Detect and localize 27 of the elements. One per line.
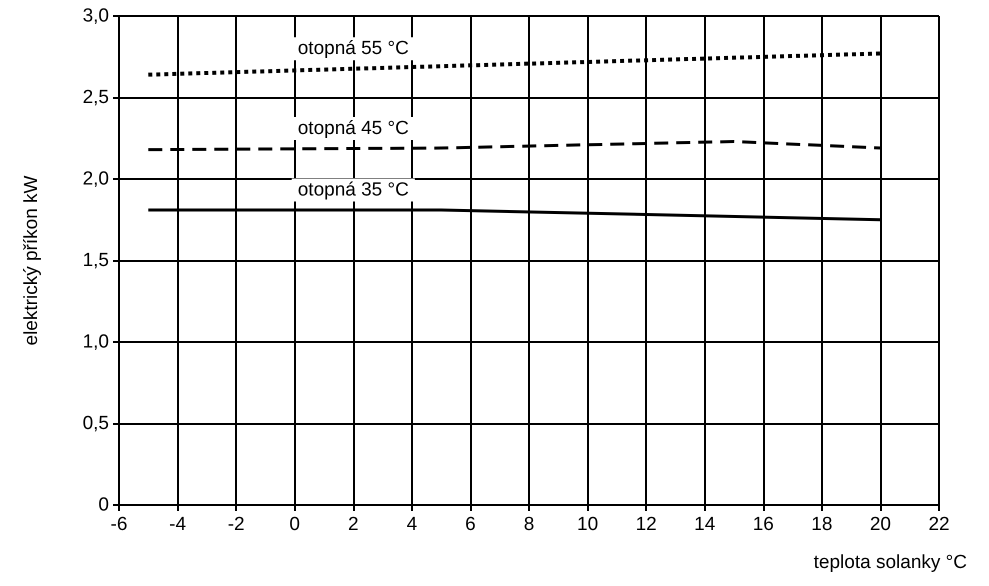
y-tick-label: 2,0 bbox=[82, 168, 109, 190]
series-label: otopná 45 °C bbox=[298, 118, 409, 140]
y-tick-label: 1,5 bbox=[82, 250, 109, 271]
x-tick-label: 14 bbox=[694, 514, 716, 535]
x-tick-label: -4 bbox=[169, 514, 186, 535]
y-tick-label: 3,0 bbox=[82, 6, 109, 26]
x-tick-label: 18 bbox=[811, 514, 832, 535]
x-tick-label: 0 bbox=[289, 514, 300, 535]
y-tick-label: 1,0 bbox=[82, 332, 109, 352]
x-tick-label: 10 bbox=[577, 514, 598, 535]
x-tick-label: -6 bbox=[110, 514, 128, 535]
x-tick-label: -2 bbox=[228, 514, 245, 535]
y-tick-label: 0 bbox=[98, 494, 109, 516]
series-label: otopná 35 °C bbox=[298, 179, 409, 200]
x-tick-label: 12 bbox=[636, 514, 657, 535]
x-tick-label: 20 bbox=[870, 514, 891, 535]
x-tick-label: 22 bbox=[928, 514, 950, 535]
x-axis-title: teplota solanky °C bbox=[814, 552, 967, 573]
x-tick-label: 2 bbox=[348, 514, 359, 535]
x-tick-label: 4 bbox=[406, 514, 418, 535]
y-axis-title: elektrický příkon kW bbox=[21, 175, 42, 346]
series-label: otopná 55 °C bbox=[298, 38, 409, 60]
x-tick-label: 8 bbox=[524, 514, 534, 535]
x-tick-label: 6 bbox=[465, 514, 476, 535]
y-tick-label: 2,5 bbox=[82, 87, 109, 108]
y-tick-label: 0,5 bbox=[82, 413, 109, 434]
x-tick-label: 16 bbox=[752, 514, 774, 535]
